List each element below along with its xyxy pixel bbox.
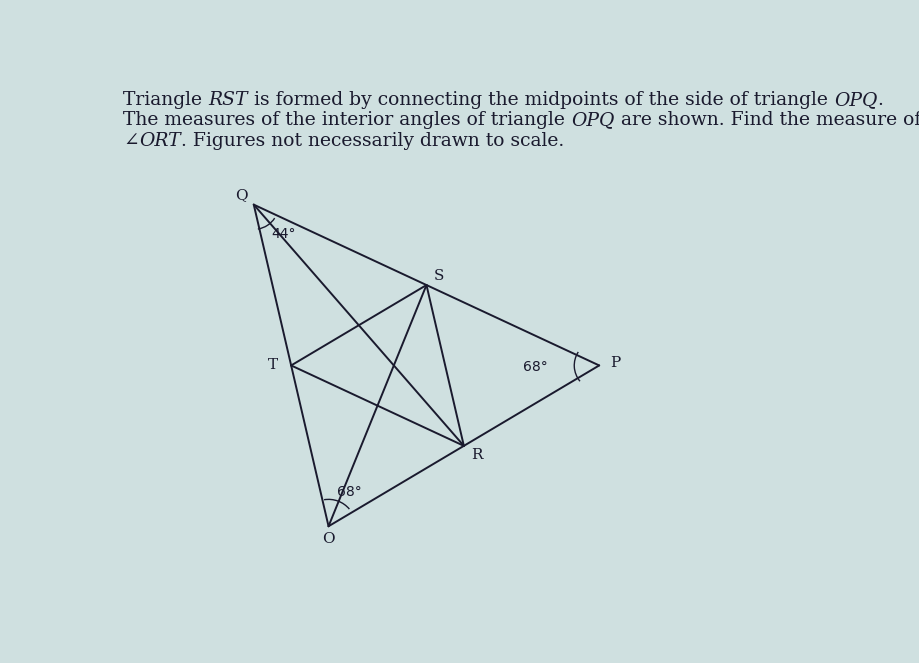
Text: S: S xyxy=(434,269,445,283)
Text: .: . xyxy=(877,91,883,109)
Text: Triangle: Triangle xyxy=(123,91,209,109)
Text: ORT: ORT xyxy=(139,132,181,150)
Text: 68°: 68° xyxy=(336,485,361,499)
Text: OPQ: OPQ xyxy=(572,111,615,129)
Text: . Figures not necessarily drawn to scale.: . Figures not necessarily drawn to scale… xyxy=(181,132,564,150)
Text: The measures of the interior angles of triangle: The measures of the interior angles of t… xyxy=(123,111,572,129)
Text: are shown. Find the measure of: are shown. Find the measure of xyxy=(615,111,919,129)
Text: P: P xyxy=(609,356,620,370)
Text: T: T xyxy=(268,359,278,373)
Text: ∠: ∠ xyxy=(123,132,139,150)
Text: is formed by connecting the midpoints of the side of triangle: is formed by connecting the midpoints of… xyxy=(248,91,834,109)
Text: RST: RST xyxy=(209,91,248,109)
Text: Q: Q xyxy=(234,188,247,202)
Text: R: R xyxy=(471,448,482,462)
Text: O: O xyxy=(323,532,335,546)
Text: 44°: 44° xyxy=(271,227,295,241)
Text: 68°: 68° xyxy=(523,361,548,375)
Text: OPQ: OPQ xyxy=(834,91,877,109)
